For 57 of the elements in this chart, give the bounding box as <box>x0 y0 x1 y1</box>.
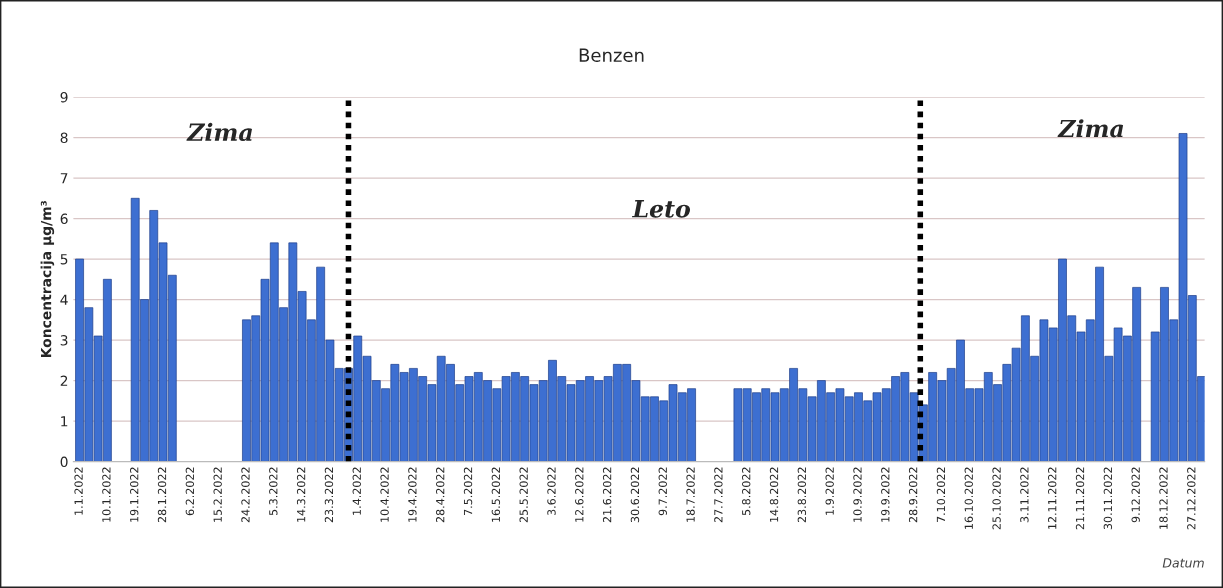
x-tick-label: 23.8.2022 <box>797 467 807 523</box>
x-tick-label: 24.2.2022 <box>241 467 250 523</box>
y-tick-label: 1 <box>61 416 68 427</box>
x-tick-label: 19.1.2022 <box>130 467 139 522</box>
x-tick-label: 23.3.2022 <box>324 467 334 523</box>
x-axis-title: Datum <box>1162 558 1204 568</box>
annotation: Leto <box>631 200 691 218</box>
x-tick-label: 21.6.2022 <box>602 467 612 523</box>
x-tick-label: 28.4.2022 <box>436 467 445 523</box>
x-tick-label: 19.4.2022 <box>408 467 417 522</box>
x-tick-label: 1.1.2022 <box>74 467 83 515</box>
annotation: Zima <box>186 122 253 142</box>
y-tick-label: 0 <box>60 456 68 468</box>
x-tick-label: 10.1.2022 <box>102 467 111 522</box>
x-tick-label: 16.5.2022 <box>491 467 501 522</box>
x-tick-label: 1.4.2022 <box>352 467 361 515</box>
chart-title: Benzen <box>579 48 644 62</box>
x-tick-label: 5.3.2022 <box>269 467 278 516</box>
y-tick-label: 7 <box>60 173 68 184</box>
x-tick-label: 12.6.2022 <box>575 467 584 522</box>
x-tick-label: 25.5.2022 <box>519 467 528 523</box>
x-tick-label: 25.10.2022 <box>992 467 1001 530</box>
x-tick-label: 5.8.2022 <box>742 467 751 516</box>
x-tick-label: 28.9.2022 <box>908 467 918 523</box>
y-tick-label: 3 <box>60 335 68 346</box>
x-tick-label: 27.7.2022 <box>714 467 723 523</box>
x-tick-label: 30.11.2022 <box>1103 467 1113 530</box>
x-tick-label: 1.9.2022 <box>825 467 834 515</box>
annotation: Zima <box>1057 119 1124 138</box>
y-axis-title: Koncentracija µg/m³ <box>40 201 55 358</box>
x-tick-label: 14.8.2022 <box>769 467 779 522</box>
x-tick-label: 28.1.2022 <box>157 467 167 523</box>
x-tick-label: 3.6.2022 <box>547 467 556 516</box>
x-tick-label: 21.11.2022 <box>1075 467 1085 530</box>
x-tick-label: 12.11.2022 <box>1048 467 1057 529</box>
x-tick-label: 7.5.2022 <box>463 467 473 516</box>
y-tick-label: 9 <box>60 91 68 103</box>
y-tick-label: 8 <box>60 132 68 143</box>
x-tick-label: 30.6.2022 <box>630 467 640 523</box>
x-tick-label: 6.2.2022 <box>185 467 195 516</box>
y-tick-label: 2 <box>60 375 68 386</box>
x-tick-label: 14.3.2022 <box>296 467 306 522</box>
x-tick-label: 7.10.2022 <box>936 467 946 523</box>
x-tick-label: 10.9.2022 <box>853 467 862 522</box>
y-tick-label: 5 <box>60 254 68 265</box>
x-tick-label: 16.10.2022 <box>964 467 973 529</box>
x-tick-label: 10.4.2022 <box>380 467 389 522</box>
x-tick-label: 15.2.2022 <box>213 467 222 522</box>
x-tick-label: 19.9.2022 <box>881 467 890 522</box>
x-tick-label: 27.12.2022 <box>1187 467 1196 530</box>
y-tick-label: 6 <box>60 213 68 225</box>
x-tick-label: 18.12.2022 <box>1159 467 1168 529</box>
x-tick-label: 9.7.2022 <box>658 467 667 516</box>
y-tick-label: 4 <box>60 294 68 305</box>
x-tick-label: 9.12.2022 <box>1131 467 1140 523</box>
x-tick-label: 18.7.2022 <box>686 467 695 522</box>
x-tick-label: 3.11.2022 <box>1020 467 1029 523</box>
